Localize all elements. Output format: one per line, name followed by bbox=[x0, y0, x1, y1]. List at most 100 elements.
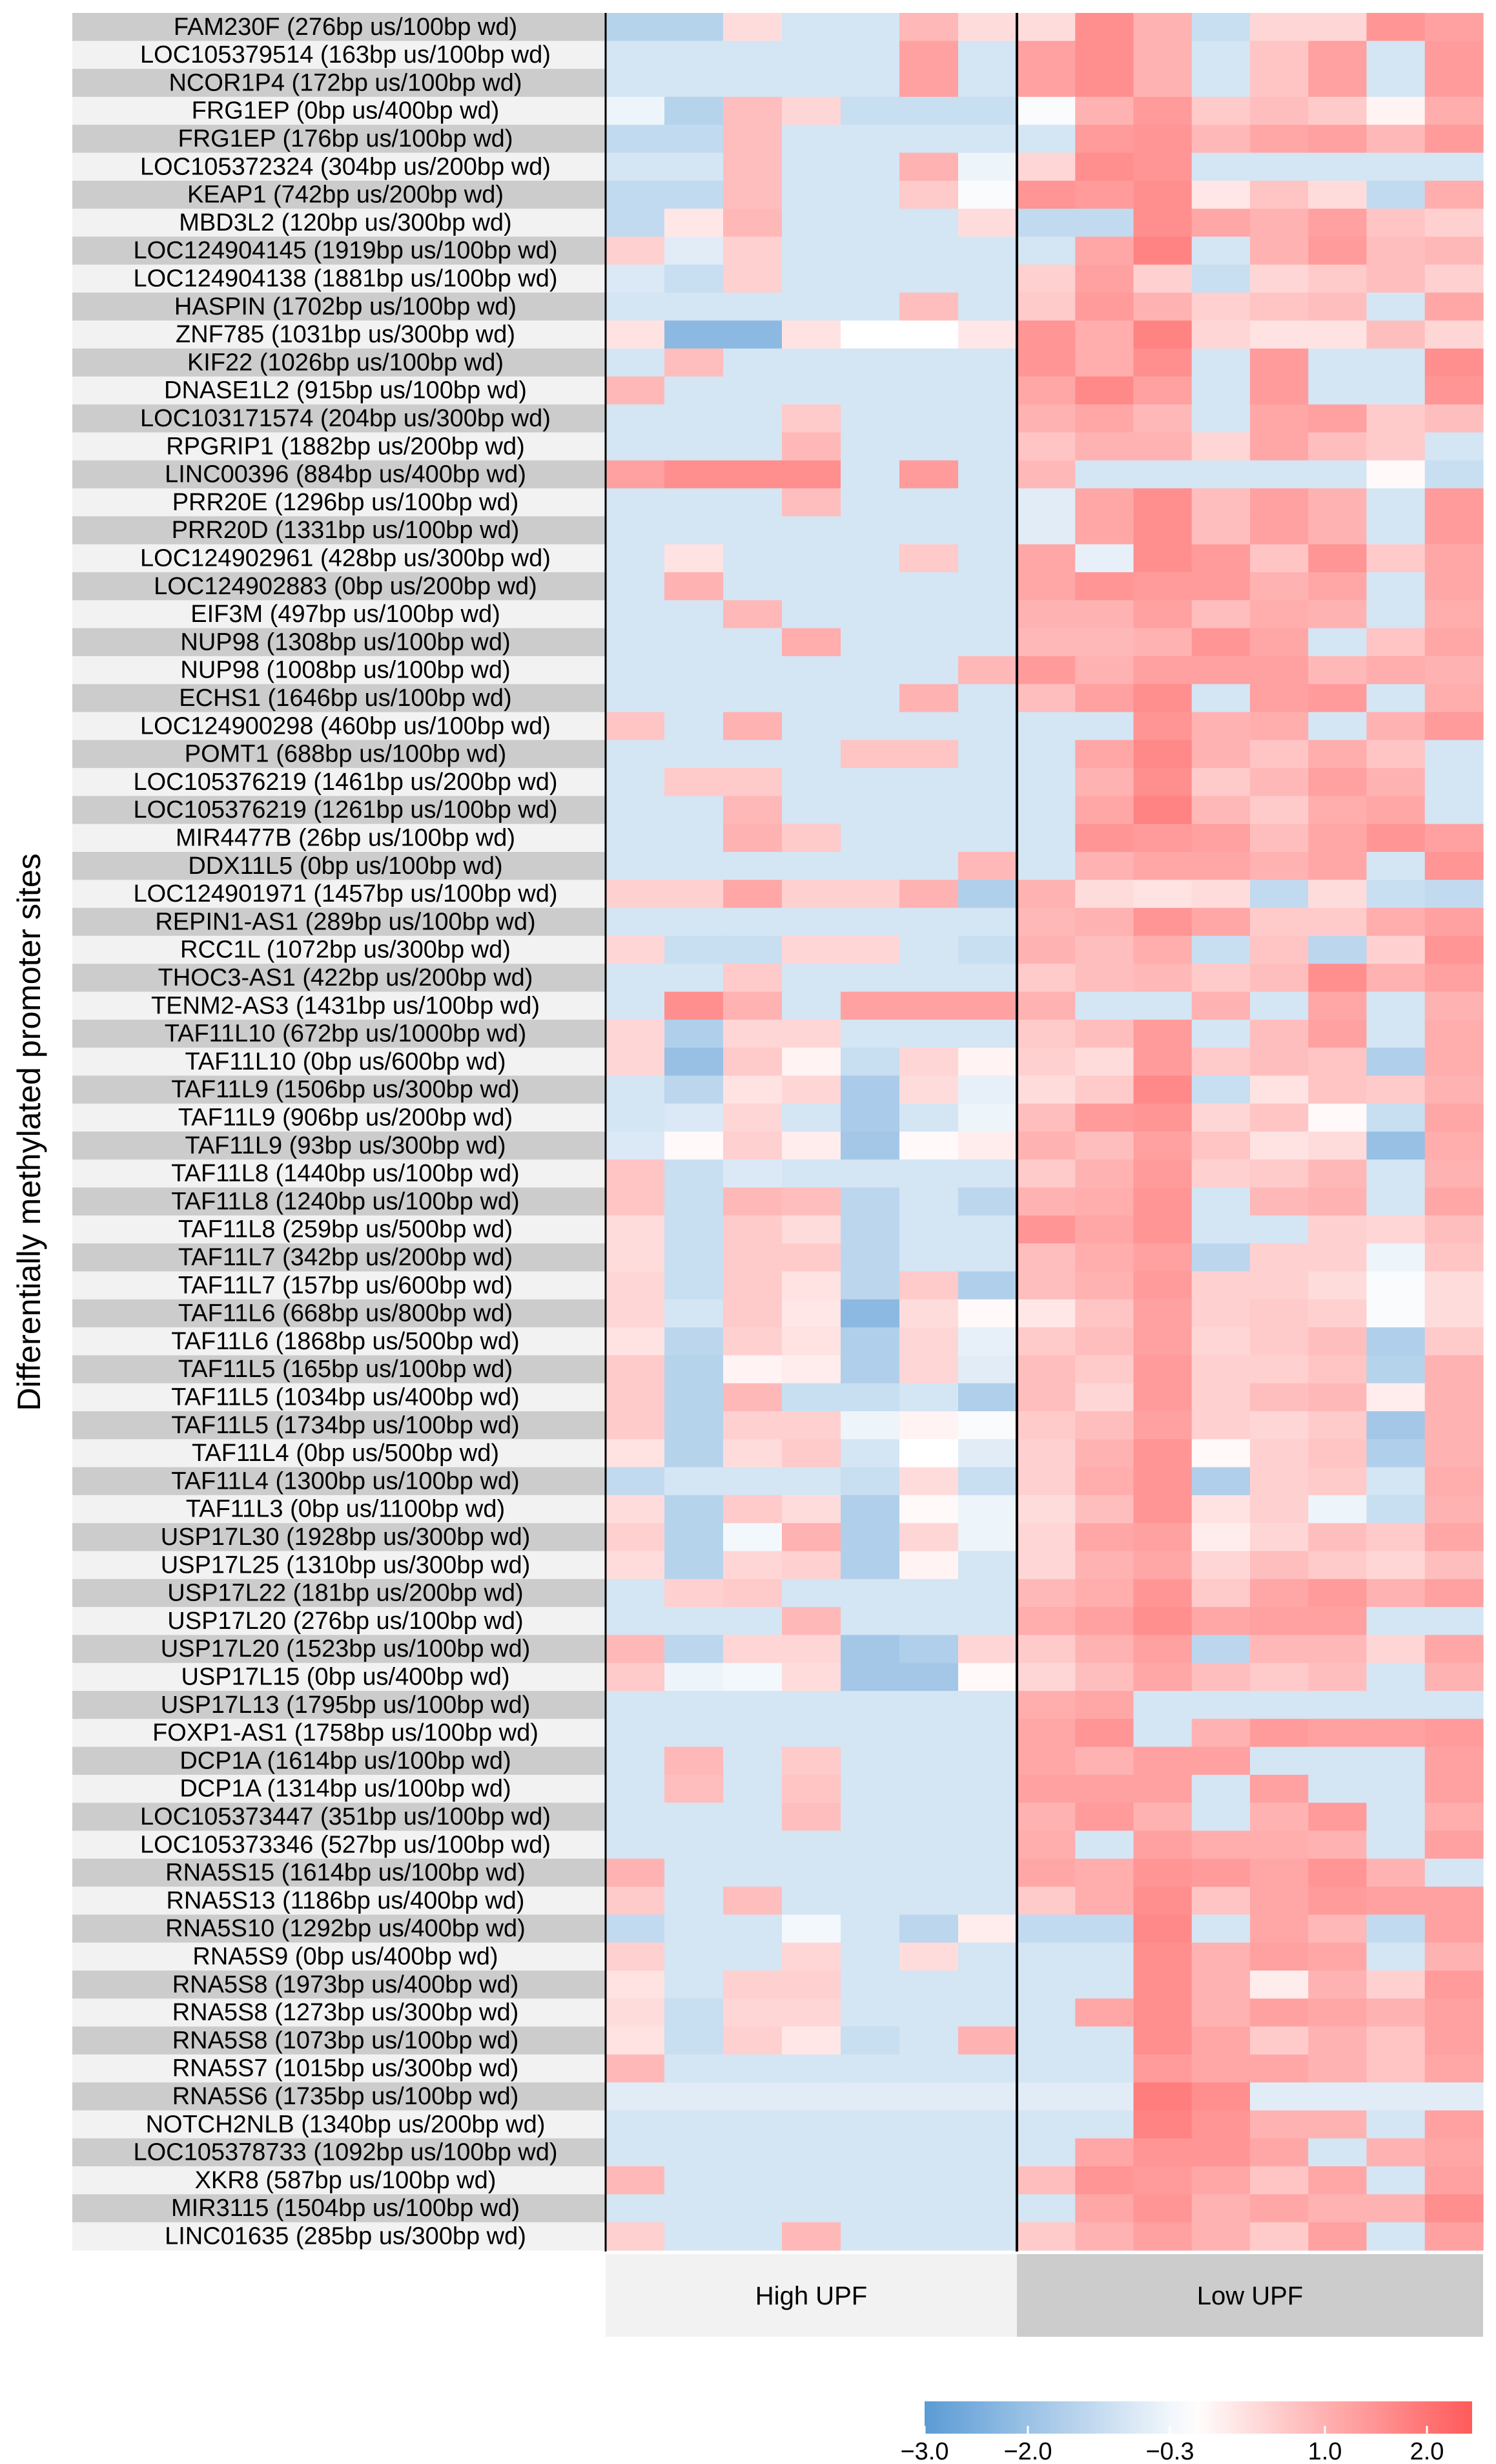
heatmap-cell bbox=[958, 1523, 1018, 1552]
row-label: RCC1L (1072bp us/300bp wd) bbox=[180, 937, 511, 964]
heatmap-cell bbox=[782, 1803, 841, 1832]
heatmap-cell bbox=[1017, 907, 1076, 937]
heatmap-cell bbox=[841, 1691, 900, 1719]
heatmap-cell bbox=[664, 600, 724, 629]
row-label: ZNF785 (1031bp us/300bp wd) bbox=[176, 321, 515, 348]
heatmap-cell bbox=[606, 684, 665, 713]
heatmap-cell bbox=[1250, 1551, 1309, 1580]
row-label-band bbox=[72, 1159, 606, 1188]
heatmap-cell bbox=[1075, 1579, 1134, 1608]
heatmap-cell bbox=[723, 1159, 783, 1188]
heatmap-cell bbox=[1017, 209, 1076, 237]
heatmap-cell bbox=[1424, 796, 1484, 825]
heatmap-cell bbox=[1424, 600, 1484, 629]
heatmap-cell bbox=[782, 488, 841, 517]
heatmap-cell bbox=[899, 516, 959, 545]
heatmap-cell bbox=[1250, 1998, 1309, 2027]
heatmap-cell bbox=[1191, 320, 1251, 349]
row-label-band bbox=[72, 1607, 606, 1635]
heatmap-cell bbox=[664, 1914, 724, 1943]
heatmap-cell bbox=[1366, 1439, 1426, 1468]
heatmap-cell bbox=[1308, 1971, 1368, 1999]
heatmap-cell bbox=[841, 488, 900, 517]
heatmap-cell bbox=[1308, 740, 1368, 769]
heatmap-cell bbox=[1250, 488, 1309, 517]
heatmap-cell bbox=[899, 2082, 959, 2111]
heatmap-cell bbox=[1017, 1467, 1076, 1496]
heatmap-cell bbox=[899, 1048, 959, 1076]
heatmap-cell bbox=[841, 600, 900, 629]
row-label: TAF11L10 (0bp us/600bp wd) bbox=[185, 1048, 506, 1075]
heatmap-cell bbox=[782, 180, 841, 209]
heatmap-cell bbox=[1424, 1971, 1484, 1999]
heatmap-cell bbox=[958, 796, 1018, 825]
heatmap-cell bbox=[841, 1662, 900, 1692]
heatmap-cell bbox=[1075, 1914, 1134, 1943]
heatmap-cell bbox=[1308, 1411, 1368, 1440]
row-label-band bbox=[72, 1075, 606, 1104]
heatmap-cell bbox=[1075, 376, 1134, 405]
heatmap-cell bbox=[1250, 935, 1309, 964]
heatmap-cell bbox=[1017, 656, 1076, 685]
heatmap-cell bbox=[841, 432, 900, 461]
heatmap-cell bbox=[1366, 1159, 1426, 1188]
row-label: RNA5S6 (1735bp us/100bp wd) bbox=[172, 2083, 519, 2110]
row-label-band bbox=[72, 348, 606, 377]
colorbar-tick-label: 1.0 bbox=[1308, 2438, 1342, 2464]
heatmap-cell bbox=[1191, 1551, 1251, 1580]
row-label: TAF11L9 (1506bp us/300bp wd) bbox=[171, 1076, 519, 1103]
heatmap-cell bbox=[1308, 1048, 1368, 1076]
heatmap-cell bbox=[664, 180, 724, 209]
heatmap-cell bbox=[664, 1271, 724, 1300]
heatmap-cell bbox=[1017, 1635, 1076, 1664]
heatmap-cell bbox=[1133, 2138, 1193, 2167]
colorbar: −3.0 −2.0 −0.3 1.0 2.0 bbox=[900, 2401, 1472, 2464]
heatmap-cell bbox=[606, 600, 665, 629]
heatmap-cell bbox=[841, 2026, 900, 2055]
heatmap-cell bbox=[723, 1048, 783, 1076]
heatmap-cell bbox=[1191, 852, 1251, 880]
heatmap-cell bbox=[1250, 236, 1309, 265]
heatmap-cell bbox=[664, 1579, 724, 1608]
heatmap-cell bbox=[1366, 1830, 1426, 1859]
heatmap-cell bbox=[664, 628, 724, 657]
heatmap-cell bbox=[723, 964, 783, 993]
heatmap-cell bbox=[958, 712, 1018, 741]
heatmap-cell bbox=[723, 404, 783, 433]
heatmap-cell bbox=[1308, 96, 1368, 125]
heatmap-cell bbox=[606, 125, 665, 154]
heatmap-cell bbox=[782, 1719, 841, 1748]
heatmap-cell bbox=[664, 2138, 724, 2167]
row-label-band bbox=[72, 1523, 606, 1551]
heatmap-cell bbox=[606, 1607, 665, 1635]
heatmap-cell bbox=[1424, 2054, 1484, 2083]
heatmap-cell bbox=[1017, 1579, 1076, 1608]
heatmap-cell bbox=[899, 209, 959, 237]
heatmap-cell bbox=[1133, 600, 1193, 629]
y-axis-title: Differentially methylated promoter sites bbox=[11, 853, 47, 1411]
heatmap-cell bbox=[606, 1719, 665, 1748]
heatmap-cell bbox=[1308, 41, 1368, 70]
heatmap-cell bbox=[1075, 964, 1134, 993]
heatmap-cell bbox=[1308, 13, 1368, 41]
heatmap-cell bbox=[1075, 1019, 1134, 1048]
row-label-band bbox=[72, 1467, 606, 1496]
heatmap-cell bbox=[1366, 516, 1426, 545]
heatmap-cell bbox=[1366, 1132, 1426, 1160]
heatmap-cell bbox=[1075, 1607, 1134, 1635]
heatmap-cell bbox=[1308, 964, 1368, 993]
heatmap-cell bbox=[1308, 1159, 1368, 1188]
heatmap-cell bbox=[841, 1271, 900, 1300]
heatmap-cell bbox=[1075, 2082, 1134, 2111]
heatmap-cell bbox=[1308, 488, 1368, 517]
heatmap-cell bbox=[1133, 1355, 1193, 1384]
heatmap-cell bbox=[1250, 768, 1309, 796]
heatmap-cell bbox=[1308, 404, 1368, 433]
heatmap-cell bbox=[1133, 1774, 1193, 1803]
heatmap-cell bbox=[1133, 1858, 1193, 1887]
row-label: PRR20D (1331bp us/100bp wd) bbox=[172, 517, 520, 544]
heatmap-cell bbox=[1133, 544, 1193, 573]
heatmap-cell bbox=[1017, 1607, 1076, 1635]
heatmap-cell bbox=[1075, 2138, 1134, 2167]
heatmap-cell bbox=[1191, 1243, 1251, 1272]
